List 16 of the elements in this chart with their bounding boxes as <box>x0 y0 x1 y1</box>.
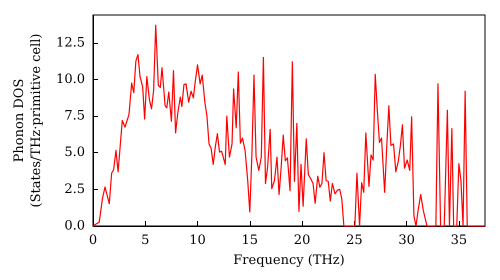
x-tick-label: 30 <box>398 233 415 248</box>
x-tick-label: 35 <box>450 233 468 248</box>
y-tick-label: 12.5 <box>56 35 85 50</box>
x-tick-label: 10 <box>189 233 206 248</box>
y-tick-label: 7.5 <box>64 108 85 124</box>
y-axis-title: Phonon DOS (States/THz·primitive cell) <box>12 33 44 208</box>
y-tick-label: 0.0 <box>64 218 85 234</box>
y-tick-label: 2.5 <box>64 182 85 197</box>
y-tick-label: 5.0 <box>64 145 85 160</box>
x-tick-label: 0 <box>88 233 98 248</box>
x-tick-label: 15 <box>242 233 258 248</box>
x-axis-title: Frequency (THz) <box>233 252 345 268</box>
y-tick-label: 10.0 <box>56 72 85 87</box>
x-tick-label: 5 <box>141 233 150 248</box>
x-tick-label: 25 <box>346 233 363 248</box>
x-tick-label: 20 <box>294 233 310 248</box>
